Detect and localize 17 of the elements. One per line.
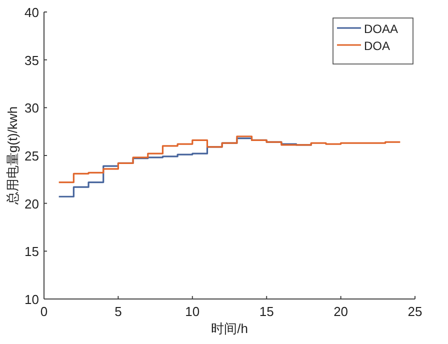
y-tick-label: 40 bbox=[24, 5, 39, 20]
y-tick-label: 20 bbox=[24, 196, 39, 212]
y-tick-label: 10 bbox=[24, 292, 39, 307]
y-tick-label: 15 bbox=[24, 244, 39, 260]
x-tick-label: 15 bbox=[259, 304, 274, 319]
x-tick-label: 20 bbox=[334, 304, 348, 319]
y-tick-label: 25 bbox=[24, 148, 39, 164]
x-tick-label: 5 bbox=[114, 304, 122, 319]
legend-label: DOA bbox=[364, 39, 390, 53]
legend-label: DOAA bbox=[364, 22, 398, 36]
x-tick-label: 0 bbox=[40, 304, 48, 319]
x-tick-label: 10 bbox=[185, 304, 200, 319]
x-tick-label: 25 bbox=[408, 304, 422, 319]
y-axis-title: 总用电量g(t)/kwh bbox=[5, 106, 20, 206]
y-tick-label: 35 bbox=[24, 52, 39, 68]
y-tick-label: 30 bbox=[24, 100, 39, 116]
x-axis-title: 时间/h bbox=[211, 321, 248, 336]
